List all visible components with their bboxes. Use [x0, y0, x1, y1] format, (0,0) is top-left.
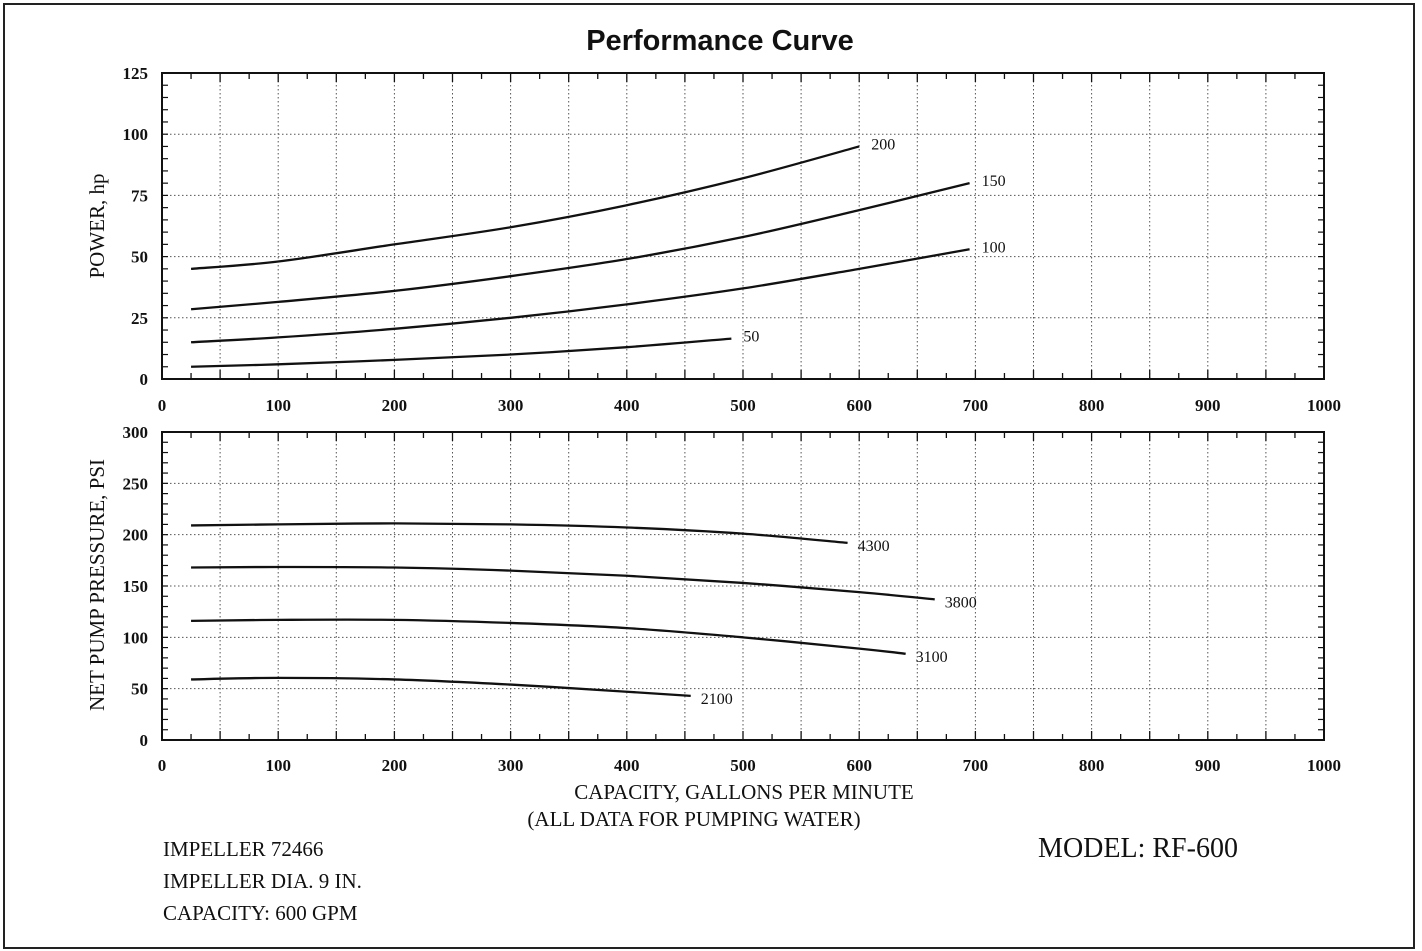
power-curve-150 — [190, 182, 970, 311]
power-curve-label: 100 — [982, 239, 1006, 256]
power-y-tick-label: 100 — [123, 125, 149, 144]
power-x-tick-label: 1000 — [1307, 396, 1341, 415]
power-curve-label: 150 — [982, 173, 1006, 190]
power-y-tick-label: 75 — [131, 186, 148, 205]
pressure-y-tick-label: 50 — [131, 680, 148, 699]
pressure-curve-2100 — [191, 676, 691, 698]
pressure-x-tick-label: 100 — [265, 756, 291, 775]
pressure-curve-4300 — [191, 522, 848, 545]
power-x-tick-label: 600 — [846, 396, 872, 415]
model-label: MODEL: RF-600 — [1038, 833, 1238, 864]
power-curve-50 — [191, 337, 732, 368]
pressure-y-tick-label: 300 — [123, 423, 149, 442]
impeller-note: IMPELLER 72466 — [163, 837, 323, 861]
pressure-x-tick-label: 400 — [614, 756, 640, 775]
power-x-tick-label: 900 — [1195, 396, 1221, 415]
pressure-curve-label: 2100 — [701, 691, 733, 708]
pressure-x-tick-label: 600 — [846, 756, 872, 775]
pressure-y-tick-label: 250 — [123, 474, 149, 493]
chart-title: Performance Curve — [586, 25, 854, 57]
pressure-x-tick-label: 300 — [498, 756, 524, 775]
power-x-tick-label: 700 — [963, 396, 989, 415]
power-plot: 0 100 200 300 400 500 600 700 800 900 1000 0 25 50 75 1… — [123, 64, 1342, 415]
power-x-tick-label: 0 — [158, 396, 167, 415]
pressure-y-tick-label: 200 — [123, 526, 149, 545]
impeller-dia-note: IMPELLER DIA. 9 IN. — [163, 869, 362, 893]
power-y-tick-label: 125 — [123, 64, 149, 83]
capacity-axis-label: CAPACITY, GALLONS PER MINUTE — [574, 780, 914, 804]
power-x-tick-label: 500 — [730, 396, 756, 415]
pressure-y-tick-label: 0 — [140, 731, 149, 750]
pressure-x-tick-label: 800 — [1079, 756, 1105, 775]
power-curve-100 — [190, 248, 970, 344]
pressure-x-tick-label: 500 — [730, 756, 756, 775]
capacity-axis-sublabel: (ALL DATA FOR PUMPING WATER) — [527, 807, 860, 831]
pressure-plot: 0 100 200 300 400 500 600 700 800 900 1000 0 50 100 15… — [123, 423, 1342, 775]
power-y-tick-label: 0 — [140, 370, 149, 389]
power-x-tick-label: 400 — [614, 396, 640, 415]
power-axis-label: POWER, hp — [85, 174, 109, 279]
pressure-curve-3100 — [191, 618, 906, 655]
capacity-note: CAPACITY: 600 GPM — [163, 901, 358, 925]
pressure-x-tick-label: 900 — [1195, 756, 1221, 775]
pressure-curve-label: 4300 — [858, 538, 890, 555]
chart-frame — [3, 3, 1415, 949]
pressure-y-tick-label: 150 — [123, 577, 149, 596]
pressure-x-tick-label: 700 — [963, 756, 989, 775]
pressure-curve-label: 3800 — [945, 594, 977, 611]
pressure-x-tick-label: 0 — [158, 756, 167, 775]
power-curve-label: 50 — [743, 329, 759, 346]
pressure-curve-3800 — [191, 565, 935, 601]
pressure-x-tick-label: 200 — [382, 756, 408, 775]
pressure-curve-label: 3100 — [916, 649, 948, 666]
power-curve-200 — [190, 145, 860, 270]
power-y-tick-label: 50 — [131, 248, 148, 267]
pressure-axis-label: NET PUMP PRESSURE, PSI — [85, 459, 109, 711]
power-y-tick-label: 25 — [131, 309, 148, 328]
pressure-x-tick-label: 1000 — [1307, 756, 1341, 775]
power-x-tick-label: 800 — [1079, 396, 1105, 415]
pressure-y-tick-label: 100 — [123, 628, 149, 647]
power-x-tick-label: 300 — [498, 396, 524, 415]
power-x-tick-label: 100 — [265, 396, 291, 415]
power-curve-label: 200 — [871, 136, 895, 153]
power-x-tick-label: 200 — [382, 396, 408, 415]
